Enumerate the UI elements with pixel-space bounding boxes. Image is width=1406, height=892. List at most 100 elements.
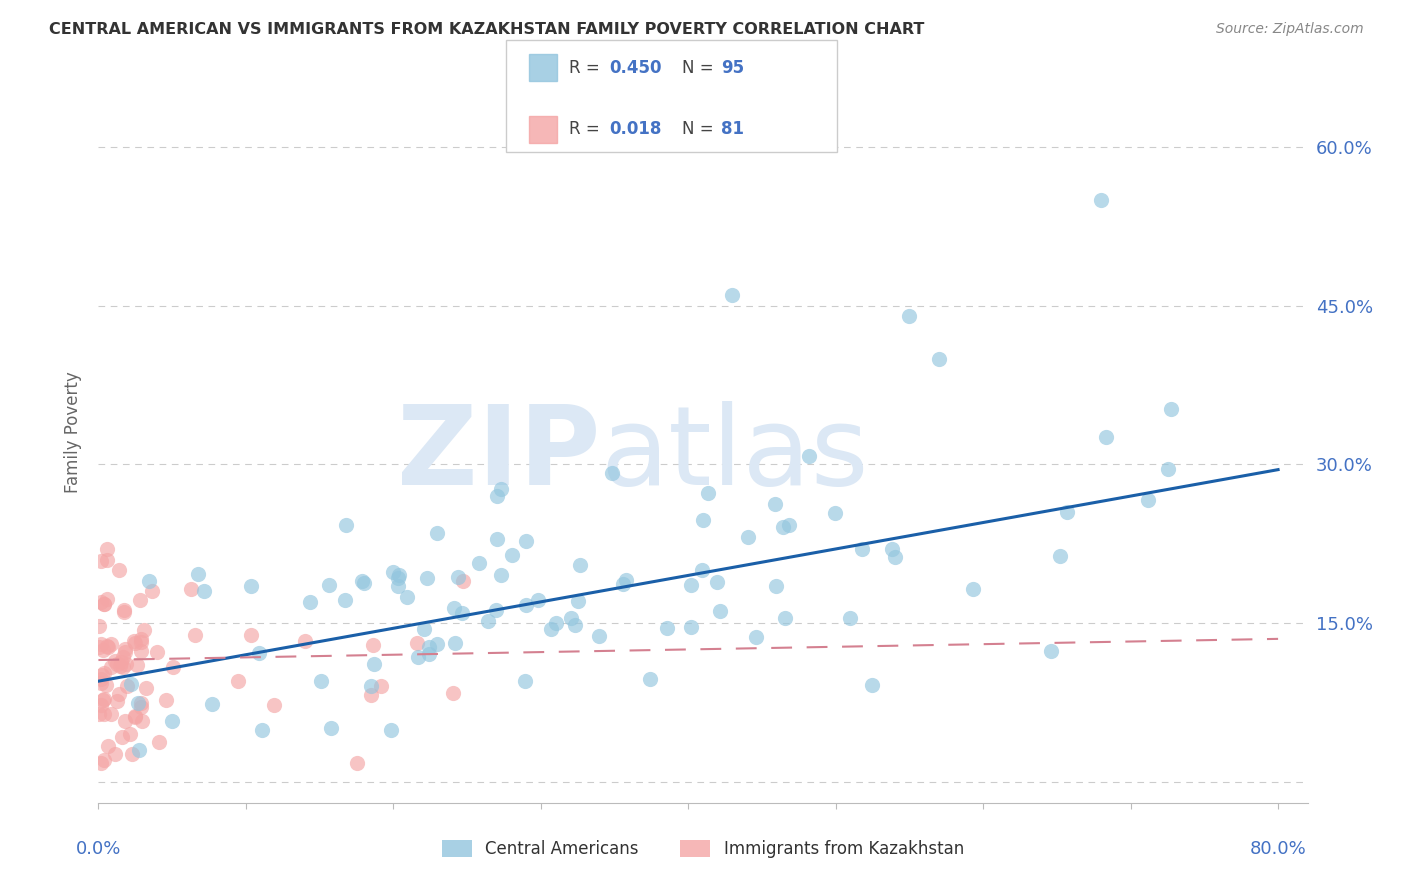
Point <box>515 533 537 548</box>
Point <box>709 604 731 618</box>
Point <box>89 640 111 654</box>
Text: Source: ZipAtlas.com: Source: ZipAtlas.com <box>1216 22 1364 37</box>
Point <box>91 667 114 681</box>
Point <box>485 489 508 503</box>
Point <box>567 594 589 608</box>
Point <box>114 714 136 728</box>
Point <box>125 657 148 672</box>
Point <box>129 592 152 607</box>
Point <box>146 645 169 659</box>
Point <box>138 574 160 589</box>
Point <box>94 678 117 692</box>
Point <box>697 485 720 500</box>
Point <box>706 574 728 589</box>
Text: 81: 81 <box>721 120 744 138</box>
Text: ZIP: ZIP <box>396 401 600 508</box>
Point <box>148 735 170 749</box>
Point <box>515 598 537 612</box>
Point <box>114 641 136 656</box>
Point <box>418 647 440 661</box>
Point <box>263 698 285 713</box>
Point <box>112 603 135 617</box>
Point <box>319 721 342 735</box>
Point <box>96 591 118 606</box>
Point <box>252 723 274 737</box>
Point <box>97 640 120 654</box>
Point <box>247 646 270 660</box>
Point <box>90 756 112 770</box>
Point <box>382 565 405 579</box>
Point <box>489 482 512 496</box>
Point <box>110 655 132 669</box>
Point <box>201 697 224 711</box>
Point <box>90 676 112 690</box>
Text: 0.0%: 0.0% <box>76 840 121 858</box>
Point <box>616 573 638 587</box>
Point <box>93 692 115 706</box>
Point <box>96 739 118 753</box>
Point <box>100 706 122 721</box>
Point <box>1039 644 1062 658</box>
Point <box>1160 402 1182 417</box>
Text: 0.018: 0.018 <box>609 120 661 138</box>
Point <box>388 567 411 582</box>
Point <box>160 714 183 729</box>
Point <box>128 743 150 757</box>
Point <box>114 657 136 672</box>
Point <box>155 693 177 707</box>
Point <box>443 601 465 615</box>
Point <box>546 615 568 630</box>
Point <box>294 633 316 648</box>
Point <box>117 679 139 693</box>
Point <box>100 660 122 674</box>
Point <box>162 659 184 673</box>
Point <box>240 579 263 593</box>
Point <box>127 696 149 710</box>
Point <box>380 723 402 737</box>
Text: 95: 95 <box>721 59 744 77</box>
Point <box>745 630 768 644</box>
Point <box>124 709 146 723</box>
Point <box>187 567 209 582</box>
Point <box>444 636 467 650</box>
Point <box>513 674 536 689</box>
Point <box>468 557 491 571</box>
Legend: Central Americans, Immigrants from Kazakhstan: Central Americans, Immigrants from Kazak… <box>436 833 970 865</box>
Point <box>640 672 662 686</box>
Point <box>124 636 146 650</box>
Point <box>353 575 375 590</box>
Point <box>108 658 131 673</box>
Point <box>564 618 586 632</box>
Point <box>824 506 846 520</box>
Text: N =: N = <box>682 59 718 77</box>
Text: 80.0%: 80.0% <box>1250 840 1306 858</box>
Point <box>485 603 508 617</box>
Text: 0.450: 0.450 <box>609 59 661 77</box>
Point <box>898 310 921 324</box>
Point <box>112 650 135 665</box>
Point <box>180 582 202 597</box>
Text: R =: R = <box>569 120 606 138</box>
Point <box>453 574 475 588</box>
Point <box>360 689 382 703</box>
Point <box>778 518 800 533</box>
Point <box>560 611 582 625</box>
Point <box>406 650 429 665</box>
Point <box>107 563 129 577</box>
Point <box>96 541 118 556</box>
Point <box>346 756 368 771</box>
Point <box>681 620 703 634</box>
Point <box>112 606 135 620</box>
Point <box>90 673 112 687</box>
Point <box>184 628 207 642</box>
Point <box>111 730 134 744</box>
Point <box>361 638 384 652</box>
Y-axis label: Family Poverty: Family Poverty <box>65 372 83 493</box>
Point <box>120 677 142 691</box>
Point <box>129 699 152 714</box>
Point <box>93 706 115 721</box>
Point <box>89 707 111 722</box>
Point <box>415 571 437 585</box>
Point <box>100 637 122 651</box>
Point <box>477 614 499 628</box>
